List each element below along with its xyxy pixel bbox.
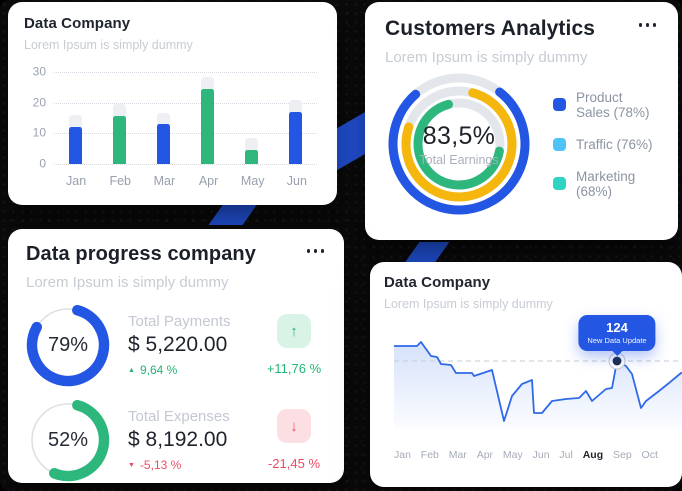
legend-item-marketing[interactable]: Marketing (68%) bbox=[553, 169, 658, 199]
side-change-value: +11,76 % bbox=[266, 361, 322, 376]
bar-fill-may[interactable] bbox=[244, 150, 258, 164]
x-axis-label: Mar bbox=[153, 174, 176, 188]
progress-ring: 52% bbox=[26, 398, 110, 482]
bar-mar[interactable] bbox=[157, 113, 171, 164]
gridline bbox=[54, 133, 317, 135]
x-axis-label: Jan bbox=[66, 174, 87, 188]
arrow-up-badge[interactable]: ↑ bbox=[277, 314, 311, 348]
x-axis-label: May bbox=[240, 174, 265, 188]
metric-change: ▼ -5,13 % bbox=[128, 458, 244, 472]
metric-label: Total Expenses bbox=[128, 408, 230, 425]
y-axis-tick: 30 bbox=[32, 64, 46, 79]
legend-swatch bbox=[553, 137, 566, 151]
donut-legend: Product Sales (78%) Traffic (76%) Marketin… bbox=[547, 90, 658, 199]
x-axis-label: Apr bbox=[198, 174, 219, 188]
card-title: Data Company bbox=[384, 274, 491, 291]
triangle-down-icon: ▼ bbox=[128, 461, 135, 469]
customers-analytics-card: Customers Analytics Lorem Ipsum is simpl… bbox=[365, 2, 678, 240]
progress-percent: 79% bbox=[47, 333, 89, 356]
x-axis-label: Sep bbox=[612, 449, 632, 461]
tooltip-value: 124 bbox=[606, 320, 628, 335]
x-axis-label: Aug bbox=[582, 449, 604, 461]
ellipsis-menu-icon[interactable] bbox=[637, 17, 659, 33]
legend-swatch bbox=[553, 177, 566, 190]
bar-jun[interactable] bbox=[288, 99, 302, 164]
tooltip-label: New Data Update bbox=[587, 336, 647, 345]
legend-label: Marketing (68%) bbox=[576, 168, 636, 199]
line-chart: 124 New Data Update bbox=[384, 315, 682, 436]
card-subtitle: Lorem Ipsum is simply dummy bbox=[26, 274, 229, 291]
progress-rows: 79% Total Payments $ 5,220.00 ▲ 9,64 % ↑ +11,7… bbox=[26, 303, 326, 482]
x-axis-label: Apr bbox=[476, 449, 494, 461]
donut-chart: 83,5% Total Earnings bbox=[385, 70, 533, 218]
side-change-value: -21,45 % bbox=[267, 456, 321, 471]
x-axis-label: Jun bbox=[286, 174, 307, 188]
donut-center-value: 83,5% bbox=[422, 121, 496, 150]
legend-item-traffic[interactable]: Traffic (76%) bbox=[553, 137, 658, 152]
metric-change-value: 9,64 % bbox=[139, 363, 178, 377]
metric-change-value: -5,13 % bbox=[139, 458, 182, 472]
bar-fill-mar[interactable] bbox=[157, 124, 171, 164]
card-subtitle: Lorem Ipsum is simply dummy bbox=[384, 297, 553, 311]
x-axis-label: Jul bbox=[559, 449, 573, 461]
bar-fill-feb[interactable] bbox=[113, 116, 127, 164]
x-axis-label: Feb bbox=[420, 449, 439, 461]
gridline bbox=[54, 102, 317, 104]
bar-feb[interactable] bbox=[113, 104, 127, 164]
legend-item-product-sales[interactable]: Product Sales (78%) bbox=[553, 90, 658, 120]
bar-chart-x-labels: Jan Feb Mar Apr May Jun bbox=[54, 174, 319, 188]
card-subtitle: Lorem Ipsum is simply dummy bbox=[385, 49, 588, 66]
gridline bbox=[54, 72, 317, 73]
bar-chart-card: Data Company Lorem Ipsum is simply dummy… bbox=[8, 2, 337, 205]
bar-fill-apr[interactable] bbox=[200, 88, 214, 164]
line-chart-x-labels: Jan Feb Mar Apr May Jun Jul Aug Sep Oct bbox=[384, 449, 668, 461]
progress-row-total-payments: 79% Total Payments $ 5,220.00 ▲ 9,64 % ↑ +11,7… bbox=[26, 303, 326, 387]
line-chart-svg bbox=[393, 341, 682, 428]
bar-may[interactable] bbox=[244, 137, 258, 164]
data-point-tooltip: 124 New Data Update bbox=[578, 315, 656, 351]
y-axis-tick: 0 bbox=[39, 156, 46, 171]
y-axis-tick: 20 bbox=[32, 95, 46, 110]
bar-fill-jun[interactable] bbox=[288, 111, 302, 164]
card-title: Customers Analytics bbox=[385, 17, 596, 40]
bar-apr[interactable] bbox=[200, 76, 214, 164]
donut-rings bbox=[388, 73, 530, 215]
x-axis-label: Jan bbox=[394, 449, 411, 461]
x-axis-label: Jun bbox=[532, 449, 550, 461]
triangle-up-icon: ▲ bbox=[128, 366, 135, 374]
metric-label: Total Payments bbox=[128, 313, 231, 330]
metric-amount: $ 8,192.00 bbox=[128, 428, 228, 451]
progress-ring: 79% bbox=[26, 303, 110, 387]
metric-amount: $ 5,220.00 bbox=[128, 333, 228, 356]
gridline bbox=[54, 164, 317, 165]
bar-chart-plot: 30 20 10 0 bbox=[24, 65, 319, 171]
bar-fill-jan[interactable] bbox=[69, 127, 83, 164]
x-axis-label: Mar bbox=[448, 449, 467, 461]
legend-label: Traffic (76%) bbox=[576, 136, 653, 152]
card-title: Data progress company bbox=[26, 243, 256, 265]
x-axis-label: Feb bbox=[109, 174, 131, 188]
progress-row-total-expenses: 52% Total Expenses $ 8,192.00 ▼ -5,13 % ↓ -21,… bbox=[26, 398, 326, 482]
arrow-down-badge[interactable]: ↓ bbox=[277, 409, 311, 443]
progress-percent: 52% bbox=[47, 428, 89, 451]
card-subtitle: Lorem Ipsum is simply dummy bbox=[24, 38, 193, 52]
card-title: Data Company bbox=[24, 15, 131, 32]
x-axis-label: May bbox=[502, 449, 523, 461]
donut-center-label: Total Earnings bbox=[419, 152, 499, 167]
legend-label: Product Sales (78%) bbox=[576, 89, 650, 120]
connector-ribbon-left bbox=[208, 204, 258, 225]
x-axis-label: Oct bbox=[641, 449, 658, 461]
bar-jan[interactable] bbox=[69, 114, 83, 164]
metric-change: ▲ 9,64 % bbox=[128, 363, 244, 377]
y-axis-tick: 10 bbox=[32, 126, 46, 141]
line-chart-card: Data Company Lorem Ipsum is simply dummy… bbox=[370, 262, 682, 487]
connector-ribbon-right bbox=[404, 242, 450, 263]
data-progress-card: Data progress company Lorem Ipsum is sim… bbox=[8, 229, 344, 483]
legend-swatch bbox=[553, 98, 566, 111]
ellipsis-menu-icon[interactable] bbox=[305, 243, 327, 259]
